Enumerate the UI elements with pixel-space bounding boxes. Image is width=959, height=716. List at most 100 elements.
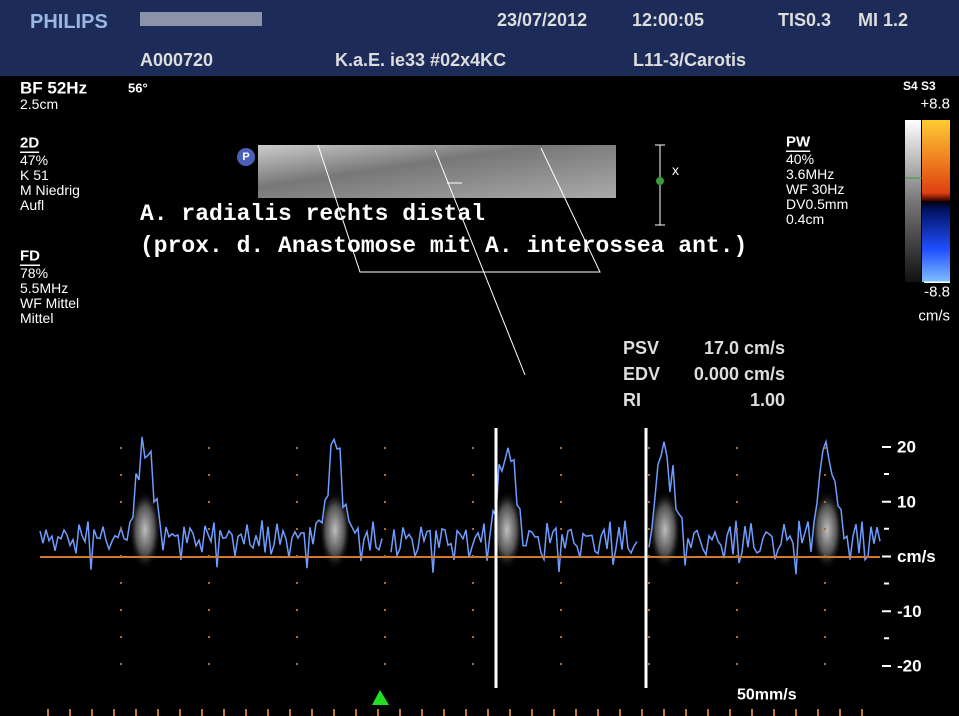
grid-dot [296,474,298,476]
grid-dot [472,609,474,611]
grid-dot [120,501,122,503]
mode-line: 40% [786,151,814,167]
color-bar [922,120,950,282]
measure-value: 0.000 cm/s [694,364,785,384]
grid-dot [384,582,386,584]
grid-dot [296,582,298,584]
grid-dot [824,582,826,584]
header-info: MI 1.2 [858,10,908,30]
grid-dot [560,663,562,665]
scale-label: 20 [897,438,916,457]
gray-bar [905,120,921,282]
sweep-speed: 50mm/s [737,687,797,704]
grid-dot [736,474,738,476]
grid-dot [120,636,122,638]
ultrasound-screen: PHILIPS23/07/201212:00:05TIS0.3MI 1.2A00… [0,0,959,716]
grid-dot [208,636,210,638]
grid-dot [120,609,122,611]
grid-dot [120,528,122,530]
mode-line: M Niedrig [20,182,80,198]
grid-dot [384,555,386,557]
grid-dot [472,582,474,584]
measure-label: PSV [623,338,659,358]
measure-label: RI [623,390,641,410]
grid-dot [560,501,562,503]
sweep-marker [372,690,389,705]
annotation: A. radialis rechts distal [140,201,485,227]
grid-dot [384,528,386,530]
grid-dot [560,609,562,611]
scale-label: cm/s [897,547,936,566]
header-info: 23/07/2012 [497,10,587,30]
grid-dot [384,501,386,503]
b-mode-image [258,145,616,198]
grid-dot [296,636,298,638]
grid-dot [736,528,738,530]
grid-dot [560,447,562,449]
mode-line: DV0.5mm [786,196,848,212]
measure-value: 1.00 [750,390,785,410]
header-info: L11-3/Carotis [633,50,746,70]
mode-line: WF 30Hz [786,181,844,197]
scale-unit: cm/s [918,308,950,325]
grid-dot [560,528,562,530]
probe-marker-label: P [242,151,249,163]
gate-label: x [672,162,679,178]
grid-dot [472,474,474,476]
grid-dot [736,582,738,584]
blurred-name [140,12,262,26]
measure-label: EDV [623,364,660,384]
grid-dot [648,501,650,503]
gate-dot [656,177,664,185]
grid-dot [208,474,210,476]
scale-label: -10 [897,602,922,621]
depth: 2.5cm [20,96,58,112]
grid-dot [824,474,826,476]
angle: 56° [128,81,148,96]
grid-dot [736,501,738,503]
grid-dot [208,555,210,557]
grid-dot [736,609,738,611]
scale-top: +8.8 [920,96,950,113]
grid-dot [296,528,298,530]
grid-dot [824,663,826,665]
bf: BF 52Hz [20,79,87,98]
grid-dot [120,474,122,476]
grid-dot [560,636,562,638]
grid-dot [120,582,122,584]
grid-dot [296,501,298,503]
grid-dot [296,663,298,665]
scale-label: -20 [897,657,922,676]
grid-dot [560,555,562,557]
grid-dot [824,528,826,530]
grid-dot [384,663,386,665]
grid-dot [472,663,474,665]
grid-dot [208,582,210,584]
grid-dot [384,447,386,449]
grid-dot [208,501,210,503]
grid-dot [824,501,826,503]
mode-line: Aufl [20,197,44,213]
mode-line: Mittel [20,310,53,326]
header-info: A000720 [140,50,213,70]
grid-dot [120,447,122,449]
grid-dot [472,636,474,638]
grid-dot [384,609,386,611]
spectrum [40,437,880,574]
measure-value: 17.0 cm/s [704,338,785,358]
grid-dot [472,501,474,503]
grid-dot [648,663,650,665]
grid-dot [648,555,650,557]
grid-dot [736,663,738,665]
mode-title: FD [20,248,40,265]
grid-dot [824,636,826,638]
grid-dot [120,663,122,665]
grid-dot [560,474,562,476]
grid-dot [472,528,474,530]
header-info: TIS0.3 [778,10,831,30]
grid-dot [208,528,210,530]
mode-title: PW [786,134,811,151]
header-info: K.a.E. ie33 #02x4KC [335,50,506,70]
header-info: 12:00:05 [632,10,704,30]
scale-label: 10 [897,492,916,511]
